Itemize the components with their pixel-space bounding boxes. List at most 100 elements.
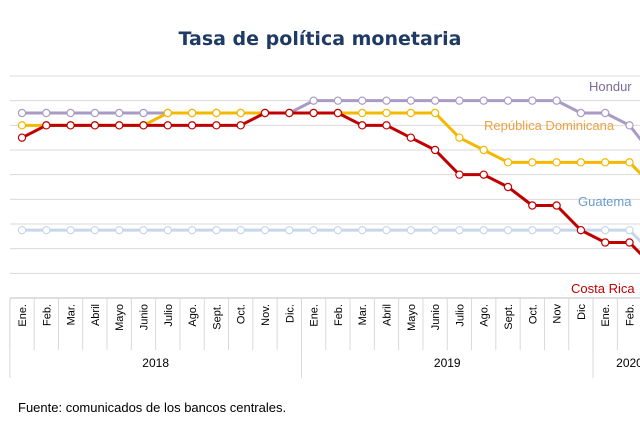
data-point — [406, 133, 415, 142]
data-point — [17, 225, 27, 235]
data-point — [114, 108, 124, 118]
data-point — [309, 108, 318, 118]
data-point — [139, 121, 148, 130]
data-point — [479, 145, 488, 155]
data-point — [576, 158, 586, 167]
data-point — [236, 225, 245, 235]
series-label: República Dominicana — [484, 118, 615, 133]
data-point — [503, 225, 513, 235]
data-point — [212, 121, 221, 130]
data-point — [358, 108, 367, 118]
data-point — [528, 96, 537, 105]
x-tick-label: Ago. — [187, 304, 199, 327]
data-point — [285, 225, 294, 235]
x-tick-label: Feb. — [625, 304, 637, 326]
x-tick-label: Oct. — [236, 304, 248, 324]
data-point — [17, 133, 27, 142]
data-point — [479, 170, 488, 179]
data-point — [503, 158, 513, 167]
data-point — [528, 158, 537, 167]
data-point — [42, 121, 51, 130]
data-point — [552, 201, 561, 210]
data-point — [552, 96, 561, 105]
data-point — [260, 225, 270, 235]
data-point — [309, 96, 318, 105]
x-tick-label: Abril — [90, 304, 102, 326]
x-tick-label: Ene. — [309, 304, 321, 327]
x-tick-label: Junio — [139, 304, 151, 330]
chart-title: Tasa de política monetaria — [178, 28, 462, 50]
data-point — [163, 108, 172, 118]
data-point — [455, 170, 464, 179]
data-point — [212, 108, 221, 118]
data-point — [455, 133, 464, 142]
data-point — [66, 225, 75, 235]
data-point — [17, 108, 27, 118]
data-point — [114, 121, 124, 130]
data-point — [625, 238, 634, 247]
data-point — [309, 225, 318, 235]
data-point — [601, 108, 610, 118]
data-point — [382, 96, 391, 105]
data-point — [163, 225, 172, 235]
data-point — [455, 225, 464, 235]
x-tick-label: Junio — [430, 304, 442, 330]
data-point — [625, 121, 634, 130]
series-line — [22, 228, 640, 243]
x-tick-label: Mar. — [66, 304, 78, 325]
data-point — [406, 108, 415, 118]
series-label: Costa Rica — [571, 281, 635, 296]
x-tick-label: Julio — [454, 304, 466, 327]
data-point — [66, 108, 75, 118]
data-point — [528, 201, 537, 210]
data-point — [576, 225, 586, 235]
data-point — [358, 121, 367, 130]
data-point — [90, 108, 100, 118]
series-label: Guatema — [578, 194, 632, 209]
data-point — [528, 225, 537, 235]
x-tick-label: Nov — [552, 304, 564, 324]
data-point — [42, 108, 51, 118]
x-tick-label: Oct. — [527, 304, 539, 324]
data-point — [236, 121, 245, 130]
x-tick-label: Mayo — [406, 304, 418, 331]
data-point — [406, 225, 415, 235]
x-tick-label: Ene. — [17, 304, 29, 327]
x-tick-label: Sept. — [211, 304, 223, 330]
data-point — [163, 121, 172, 130]
data-point — [212, 225, 221, 235]
data-point — [333, 108, 343, 118]
data-point — [601, 225, 610, 235]
data-point — [358, 96, 367, 105]
x-tick-label: Dic. — [284, 304, 296, 323]
series-line — [21, 111, 640, 256]
data-point — [139, 225, 148, 235]
x-tick-label: Dic — [576, 304, 588, 320]
data-point — [576, 108, 586, 118]
x-tick-label: Feb. — [41, 304, 53, 326]
data-point — [430, 96, 440, 105]
data-point — [236, 108, 245, 118]
data-point — [382, 225, 391, 235]
data-point — [503, 96, 513, 105]
data-point — [260, 108, 270, 118]
year-label: 2019 — [434, 356, 461, 370]
x-tick-label: Abril — [382, 304, 394, 326]
data-point — [139, 108, 148, 118]
source-note: Fuente: comunicados de los bancos centra… — [18, 400, 287, 415]
data-point — [430, 225, 440, 235]
x-tick-label: Mar. — [357, 304, 369, 325]
data-point — [382, 121, 391, 130]
data-point — [601, 158, 610, 167]
data-point — [42, 225, 51, 235]
data-point — [552, 225, 561, 235]
x-tick-label: Ago. — [479, 304, 491, 327]
data-point — [358, 225, 367, 235]
x-tick-label: Ene. — [600, 304, 612, 327]
data-point — [90, 121, 100, 130]
data-point — [406, 96, 415, 105]
data-point — [17, 121, 27, 130]
data-point — [601, 238, 610, 247]
data-point — [187, 225, 197, 235]
